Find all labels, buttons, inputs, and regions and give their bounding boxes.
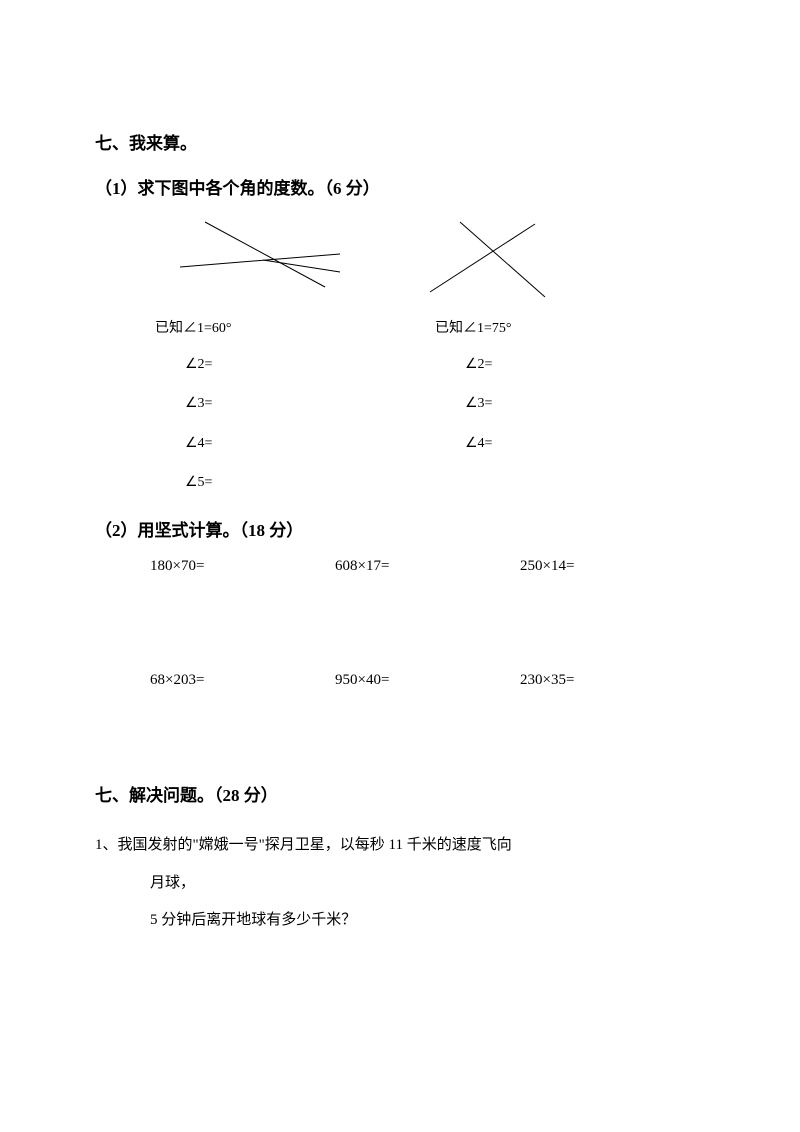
angle-col-right: 已知∠1=75° ∠2= ∠3= ∠4= (395, 314, 695, 502)
left-angle-3: ∠3= (155, 384, 395, 423)
angle-col-left: 已知∠1=60° ∠2= ∠3= ∠4= ∠5= (95, 314, 395, 502)
calc-2-3: 230×35= (520, 668, 705, 692)
angle-columns: 已知∠1=60° ∠2= ∠3= ∠4= ∠5= 已知∠1=75° ∠2= ∠3… (95, 314, 705, 502)
calc-1-1: 180×70= (150, 554, 335, 578)
left-angle-2: ∠2= (155, 345, 395, 384)
calc-2-1: 68×203= (150, 668, 335, 692)
problem-1-line-1: 1、我国发射的"嫦娥一号"探月卫星，以每秒 11 千米的速度飞向 (95, 827, 705, 865)
section-7b-title: 七、解决问题。（28 分） (95, 782, 705, 809)
calc-row-1: 180×70= 608×17= 250×14= (95, 554, 705, 578)
calc-row-2: 68×203= 950×40= 230×35= (95, 668, 705, 692)
problem-1-line-3: 5 分钟后离开地球有多少千米？ (95, 902, 705, 940)
left-given: 已知∠1=60° (155, 314, 395, 345)
right-angle-3: ∠3= (435, 384, 695, 423)
angle-diagram-left (175, 212, 345, 292)
q2-title: （2）用坚式计算。（18 分） (95, 517, 705, 544)
calc-1-3: 250×14= (520, 554, 705, 578)
section-7-title: 七、我来算。 (95, 130, 705, 157)
right-angle-2: ∠2= (435, 345, 695, 384)
right-angle-4: ∠4= (435, 424, 695, 463)
problem-section: 七、解决问题。（28 分） 1、我国发射的"嫦娥一号"探月卫星，以每秒 11 千… (95, 782, 705, 940)
diagram-left-container (95, 212, 395, 302)
calc-1-2: 608×17= (335, 554, 520, 578)
calc-2-2: 950×40= (335, 668, 520, 692)
right-given: 已知∠1=75° (435, 314, 695, 345)
left-angle-5: ∠5= (155, 463, 395, 502)
diagrams-row (95, 212, 705, 302)
q1-title: （1）求下图中各个角的度数。（6 分） (95, 175, 705, 202)
left-angle-4: ∠4= (155, 424, 395, 463)
problem-1-line-2: 月球， (95, 865, 705, 903)
diagram-right-container (395, 212, 695, 302)
angle-diagram-right (425, 212, 555, 302)
